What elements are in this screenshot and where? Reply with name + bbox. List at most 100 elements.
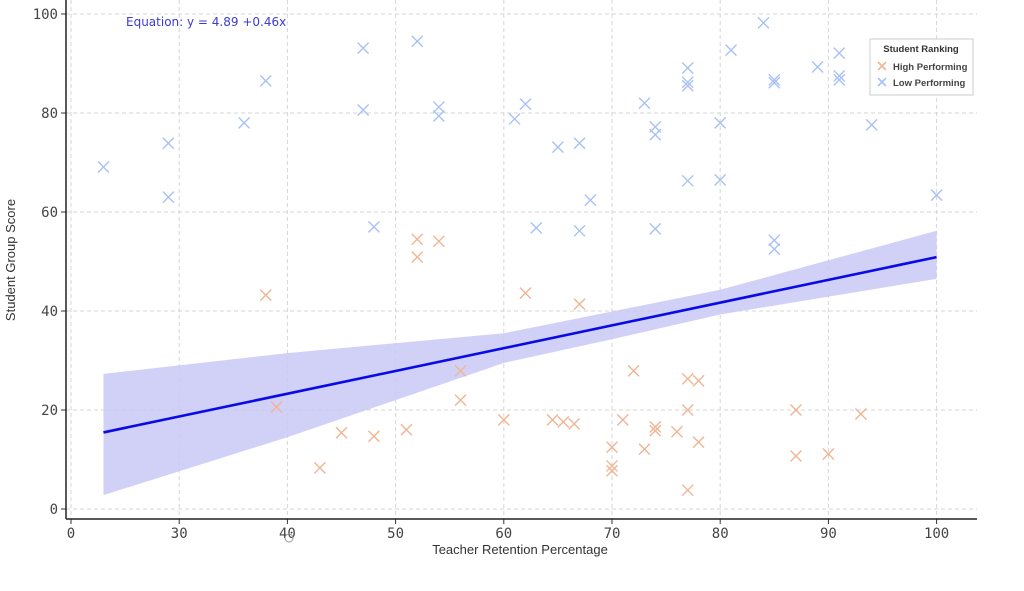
low-performing-point (508, 112, 521, 125)
x-tick-label: 30 (171, 526, 188, 542)
high-performing-point (367, 430, 380, 443)
high-performing-point (649, 424, 662, 437)
high-performing-point (681, 404, 694, 416)
low-performing-point (162, 191, 175, 204)
low-performing-point (768, 243, 781, 256)
high-performing-point (432, 235, 445, 248)
regression-line (103, 255, 937, 434)
confidence-interval (103, 230, 937, 496)
high-performing-point (692, 374, 705, 387)
x-tick-label: 100 (924, 526, 949, 542)
legend-marker-high (877, 61, 887, 71)
low-performing-point (768, 73, 781, 86)
high-performing-point (454, 394, 467, 407)
y-tick-label: 60 (41, 205, 58, 221)
stray-marker (284, 533, 294, 543)
low-performing-point (551, 141, 564, 154)
low-performing-point (865, 118, 878, 131)
high-performing-point (546, 413, 559, 426)
low-performing-point (530, 221, 543, 234)
high-performing-point (411, 233, 424, 246)
low-performing-point (649, 128, 662, 141)
high-performing-point (335, 426, 348, 439)
low-performing-point (411, 35, 424, 48)
low-performing-point (930, 189, 943, 202)
y-tick-label: 0 (50, 502, 58, 518)
low-performing-point (367, 220, 380, 233)
low-performing-point (573, 224, 586, 237)
points (97, 16, 943, 497)
low-performing-point (757, 16, 770, 29)
high-performing-point (259, 289, 272, 302)
high-performing-point (627, 364, 640, 377)
legend-marker-low (877, 77, 887, 87)
low-performing-point (238, 116, 251, 129)
x-tick-label: 90 (820, 526, 837, 542)
high-performing-point (789, 450, 802, 463)
x-tick-label: 0 (67, 526, 75, 542)
high-performing-point (270, 401, 283, 414)
confidence-band (103, 230, 937, 496)
low-performing-point (768, 76, 781, 89)
high-performing-point (681, 484, 694, 497)
legend-label-high: High Performing (893, 62, 968, 73)
low-performing-point (681, 79, 694, 92)
low-performing-point (357, 104, 370, 117)
y-tick-label: 100 (33, 7, 58, 23)
y-tick-label: 40 (41, 304, 58, 320)
low-performing-point (714, 116, 727, 129)
high-performing-point (789, 404, 802, 416)
high-performing-point (692, 436, 705, 449)
legend-label-low: Low Performing (893, 78, 966, 89)
high-performing-point (400, 423, 413, 436)
high-performing-point (606, 459, 618, 472)
low-performing-point (162, 137, 175, 150)
high-performing-point (822, 448, 835, 461)
x-tick-label: 50 (387, 526, 404, 542)
low-performing-point (811, 60, 824, 73)
high-performing-point (573, 298, 586, 311)
x-tick-label: 80 (712, 526, 729, 542)
low-performing-point (638, 97, 651, 110)
low-performing-point (714, 173, 727, 186)
legend: Student Ranking High Performing Low Perf… (869, 38, 974, 96)
regression-line-group (103, 255, 937, 434)
x-tick-label: 60 (495, 526, 512, 542)
legend-box (869, 38, 974, 96)
low-performing-point (573, 137, 586, 150)
high-performing-point (519, 287, 532, 300)
low-performing-point (97, 160, 110, 173)
low-performing-point (833, 47, 846, 60)
high-performing-point (649, 420, 662, 433)
low-performing-point (259, 74, 272, 87)
low-performing-point (725, 44, 738, 57)
high-performing-point (313, 461, 326, 474)
y-tick-label: 80 (41, 106, 58, 122)
high-performing-point (606, 441, 618, 454)
high-performing-point (568, 417, 581, 430)
low-performing-point (432, 101, 445, 114)
high-performing-point (557, 415, 570, 428)
low-performing-point (681, 174, 694, 187)
high-performing-point (670, 425, 683, 438)
low-performing-point (432, 109, 445, 122)
x-axis-label: Teacher Retention Percentage (432, 542, 608, 557)
high-performing-point (681, 372, 694, 385)
high-performing-point (497, 413, 510, 426)
high-performing-point (616, 413, 629, 426)
low-performing-point (357, 42, 370, 55)
low-performing-point (681, 61, 694, 74)
high-performing-point (638, 443, 651, 456)
legend-title: Student Ranking (883, 44, 959, 55)
high-performing-point (854, 407, 867, 420)
y-tick-label: 20 (41, 403, 58, 419)
low-performing-point (833, 69, 846, 82)
low-performing-point (519, 98, 532, 111)
y-axis-label: Student Group Score (3, 199, 18, 321)
low-performing-point (649, 222, 662, 235)
low-performing-point (681, 76, 694, 89)
high-performing-point (454, 364, 467, 377)
